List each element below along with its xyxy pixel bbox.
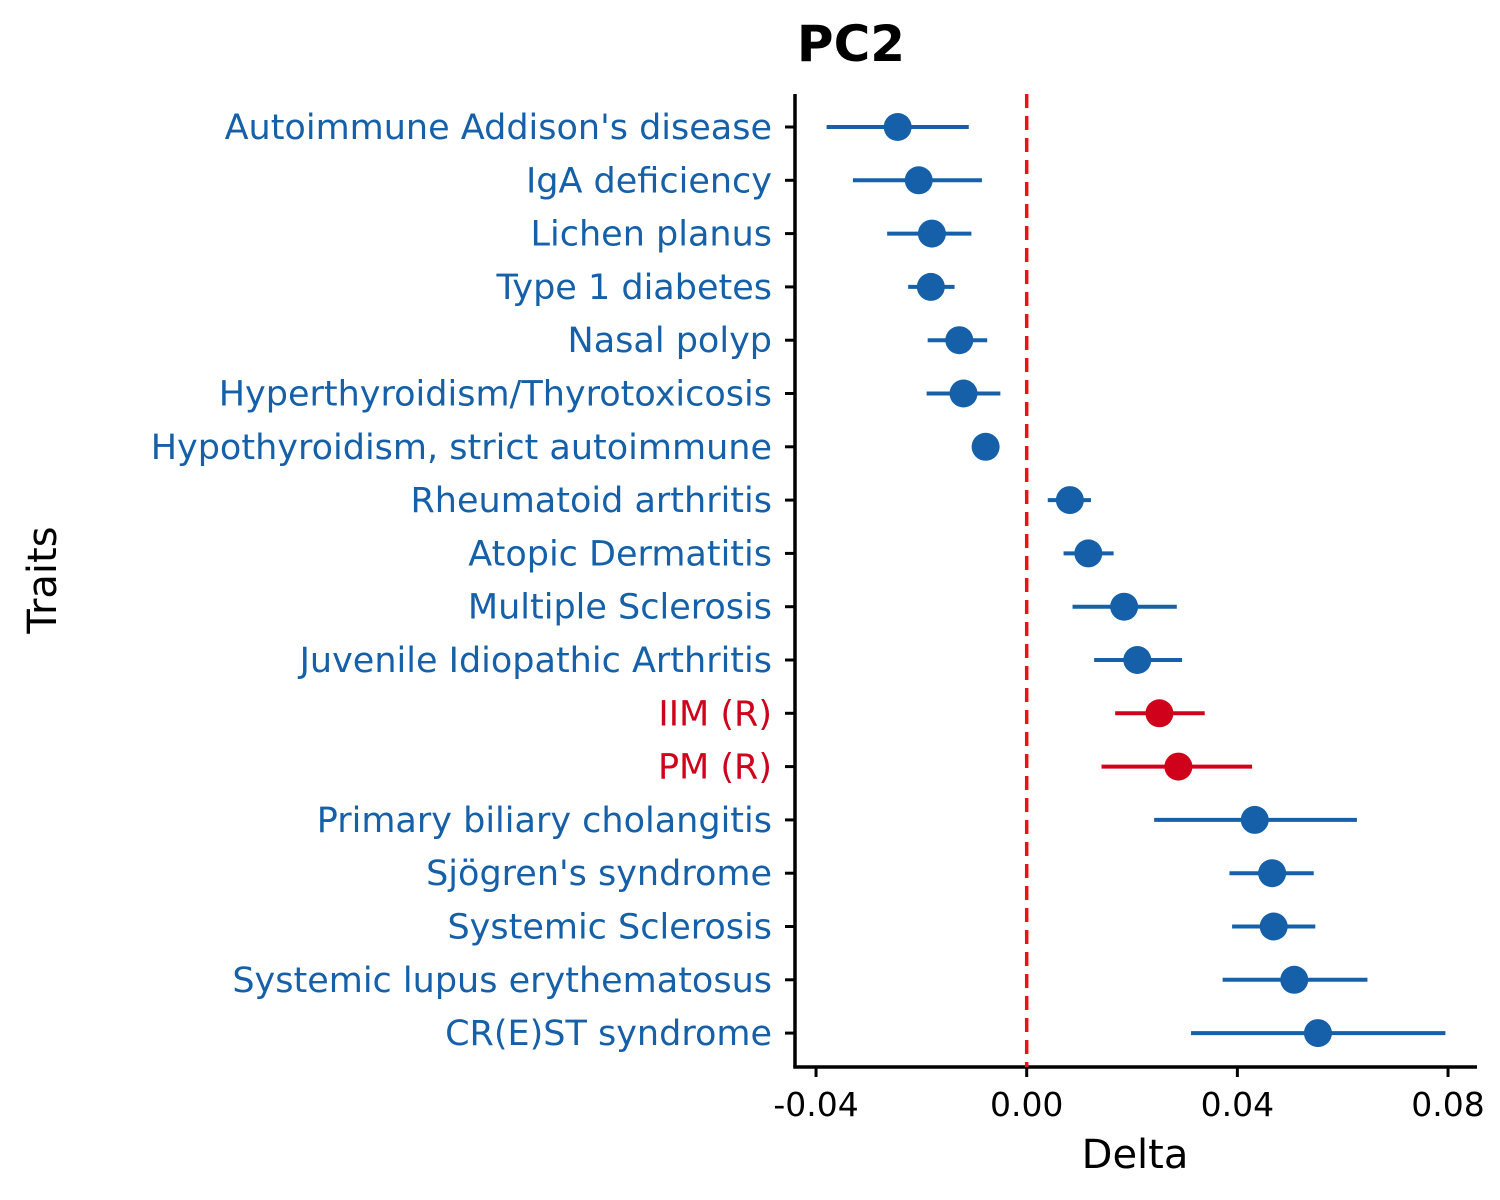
delta-point	[1074, 539, 1103, 568]
x-tick-label: 0.08	[1411, 1085, 1484, 1124]
trait-label: IIM (R)	[658, 694, 772, 734]
trait-label: Sjögren's syndrome	[426, 854, 772, 894]
delta-point	[1303, 1019, 1332, 1048]
trait-label: CR(E)ST syndrome	[445, 1014, 772, 1054]
trait-label: Hyperthyroidism/Thyrotoxicosis	[219, 375, 772, 415]
delta-point	[883, 113, 912, 141]
trait-label: Rheumatoid arthritis	[410, 481, 772, 521]
trait-label: Nasal polyp	[568, 321, 772, 361]
x-tick-label: 0.00	[990, 1085, 1063, 1124]
delta-point	[971, 432, 1000, 461]
trait-label: Juvenile Idiopathic Arthritis	[298, 641, 772, 681]
delta-point	[1145, 699, 1174, 728]
delta-point	[916, 272, 945, 301]
delta-point	[1164, 752, 1193, 781]
delta-point	[1110, 592, 1139, 621]
x-tick-label: -0.04	[773, 1085, 858, 1124]
delta-point	[1258, 859, 1287, 888]
x-axis-title: Delta	[1082, 1132, 1189, 1178]
trait-label: Multiple Sclerosis	[468, 588, 772, 628]
delta-point	[904, 166, 933, 195]
trait-label: Hypothyroidism, strict autoimmune	[151, 428, 772, 468]
trait-label: Primary biliary cholangitis	[317, 801, 772, 841]
delta-point	[945, 326, 974, 355]
delta-point	[1240, 805, 1269, 834]
y-axis-title: Traits	[20, 526, 66, 634]
trait-label: Lichen planus	[531, 215, 772, 255]
delta-point	[949, 379, 978, 408]
delta-point	[1055, 486, 1084, 515]
trait-label: Systemic lupus erythematosus	[232, 961, 772, 1001]
chart-title: PC2	[797, 15, 905, 73]
plot-area: -0.04 0.00 0.04 0.08 Autoimmune Addison's di…	[151, 94, 1485, 1124]
trait-label: IgA deficiency	[526, 161, 772, 201]
trait-label: Atopic Dermatitis	[468, 534, 772, 574]
trait-label: Type 1 diabetes	[495, 268, 772, 308]
delta-point	[1123, 646, 1152, 674]
trait-label: Systemic Sclerosis	[447, 908, 772, 948]
x-tick-label: 0.04	[1201, 1085, 1274, 1124]
trait-label: Autoimmune Addison's disease	[225, 108, 772, 148]
delta-point	[1280, 965, 1309, 994]
delta-point	[917, 219, 946, 248]
delta-point	[1259, 912, 1288, 941]
trait-label: PM (R)	[658, 748, 772, 788]
